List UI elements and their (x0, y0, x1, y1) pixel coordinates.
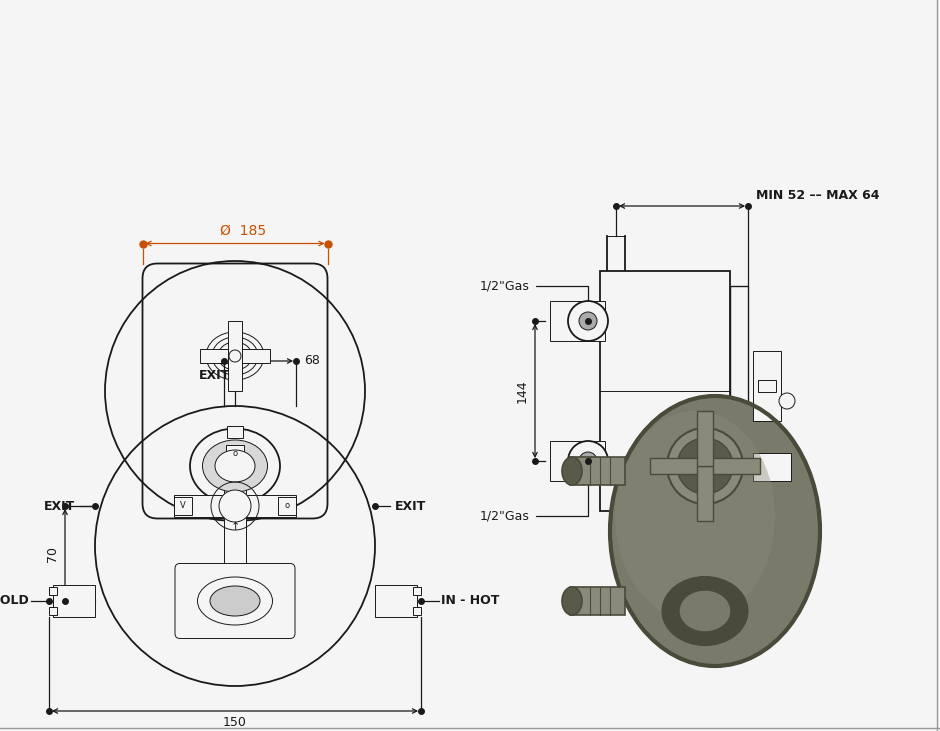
Ellipse shape (562, 587, 582, 615)
Bar (758, 380, 776, 392)
Bar (705, 458, 760, 474)
Bar (49, 607, 57, 615)
Circle shape (579, 452, 597, 470)
Text: o: o (285, 501, 290, 510)
Bar (753, 351, 781, 421)
Bar (226, 445, 244, 463)
Circle shape (667, 428, 743, 504)
Circle shape (219, 490, 251, 522)
Text: 1/2"Gas: 1/2"Gas (480, 279, 588, 318)
Circle shape (677, 438, 733, 494)
Bar (600, 271, 730, 511)
Bar (570, 457, 625, 485)
Text: MIN 52 –– MAX 64: MIN 52 –– MAX 64 (756, 189, 880, 202)
Bar (278, 497, 296, 515)
Bar (224, 445, 246, 567)
Text: o: o (232, 450, 238, 458)
Bar (228, 321, 242, 391)
Bar (697, 411, 713, 466)
Ellipse shape (197, 577, 273, 625)
Bar (174, 497, 192, 515)
Ellipse shape (610, 396, 820, 666)
Text: EXIT: EXIT (395, 499, 426, 512)
Text: EXIT: EXIT (44, 499, 75, 512)
Bar (550, 301, 605, 341)
Bar (227, 426, 243, 438)
Text: 1/2"Gas: 1/2"Gas (480, 459, 588, 523)
Text: IN - HOT: IN - HOT (441, 594, 499, 607)
Bar (413, 587, 421, 595)
Text: IN - COLD: IN - COLD (0, 594, 29, 607)
Text: EXIT: EXIT (198, 369, 230, 382)
Text: V: V (180, 501, 186, 510)
Ellipse shape (562, 457, 582, 485)
Circle shape (579, 312, 597, 330)
Text: 70: 70 (46, 545, 59, 561)
Circle shape (568, 301, 608, 341)
Text: 150: 150 (223, 716, 247, 729)
Circle shape (568, 441, 608, 481)
Bar (174, 495, 296, 517)
Bar (224, 517, 246, 569)
Ellipse shape (615, 411, 775, 621)
Circle shape (229, 350, 241, 362)
Text: 68: 68 (304, 355, 320, 368)
Text: ↑: ↑ (230, 522, 240, 531)
Bar (730, 286, 748, 491)
Bar (753, 453, 791, 481)
Bar (375, 585, 417, 617)
Bar (49, 587, 57, 595)
Ellipse shape (679, 590, 731, 632)
Bar (53, 585, 95, 617)
Bar (650, 458, 705, 474)
Circle shape (779, 393, 795, 409)
Bar (697, 466, 713, 521)
Bar (570, 587, 625, 615)
Ellipse shape (202, 440, 268, 492)
Bar (413, 607, 421, 615)
Bar (200, 349, 270, 363)
Ellipse shape (190, 428, 280, 504)
FancyBboxPatch shape (175, 564, 295, 638)
Text: 144: 144 (516, 379, 529, 403)
Bar (550, 441, 605, 481)
Text: Ø  185: Ø 185 (220, 224, 266, 238)
Ellipse shape (215, 450, 255, 482)
Ellipse shape (210, 586, 260, 616)
Ellipse shape (663, 577, 747, 645)
